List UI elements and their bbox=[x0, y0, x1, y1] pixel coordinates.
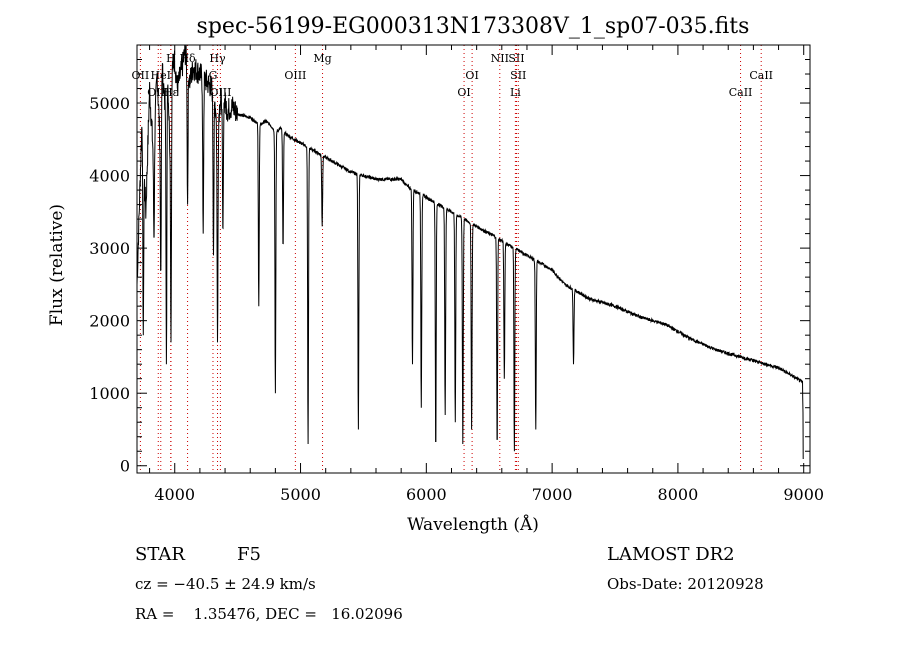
marker-label: Mg bbox=[313, 52, 331, 65]
y-axis-label: Flux (relative) bbox=[47, 204, 67, 326]
marker-label: OIII bbox=[284, 69, 306, 82]
y-tick-label: 4000 bbox=[89, 167, 130, 186]
object-class: STAR bbox=[135, 544, 185, 565]
marker-label: NII bbox=[491, 52, 509, 65]
marker-label: OII bbox=[132, 69, 150, 82]
marker-label: H bbox=[166, 52, 176, 65]
y-tick-label: 2000 bbox=[89, 312, 130, 331]
survey-name: LAMOST DR2 bbox=[607, 544, 735, 565]
marker-label: Hε bbox=[163, 86, 179, 99]
y-tick-label: 3000 bbox=[89, 239, 130, 258]
redshift-info: cz = −40.5 ± 24.9 km/s bbox=[135, 575, 316, 593]
x-axis-ticks: 4000 5000 6000 7000 8000 9000 bbox=[149, 45, 824, 504]
marker-label: OI bbox=[457, 86, 470, 99]
plot-frame bbox=[136, 44, 811, 474]
x-tick-label: 7000 bbox=[532, 485, 573, 504]
obs-date: Obs-Date: 20120928 bbox=[607, 575, 764, 593]
x-tick-label: 6000 bbox=[406, 485, 447, 504]
y-tick-label: 0 bbox=[120, 457, 130, 476]
marker-label: OI bbox=[465, 69, 478, 82]
marker-label: Hγ bbox=[209, 52, 226, 65]
y-tick-label: 5000 bbox=[89, 94, 130, 113]
x-tick-label: 9000 bbox=[783, 485, 824, 504]
marker-label: SII bbox=[508, 52, 524, 65]
y-axis-ticks: 0 1000 2000 3000 4000 5000 bbox=[89, 59, 810, 476]
marker-label: SII bbox=[510, 69, 526, 82]
marker-label: CaII bbox=[729, 86, 753, 99]
x-tick-label: 5000 bbox=[280, 485, 321, 504]
y-tick-label: 1000 bbox=[89, 384, 130, 403]
marker-label: Li bbox=[510, 86, 521, 99]
spectrum-series-line bbox=[136, 44, 804, 459]
marker-label: G bbox=[209, 69, 218, 82]
chart-title: spec-56199-EG000313N173308V_1_sp07-035.f… bbox=[197, 14, 750, 39]
marker-label: HeI bbox=[151, 69, 171, 82]
x-axis-label: Wavelength (Å) bbox=[407, 514, 539, 535]
x-tick-label: 8000 bbox=[658, 485, 699, 504]
marker-label: CaII bbox=[749, 69, 773, 82]
object-subclass: F5 bbox=[237, 544, 261, 565]
coordinates: RA = 1.35476, DEC = 16.02096 bbox=[135, 605, 403, 623]
x-tick-label: 4000 bbox=[154, 485, 195, 504]
